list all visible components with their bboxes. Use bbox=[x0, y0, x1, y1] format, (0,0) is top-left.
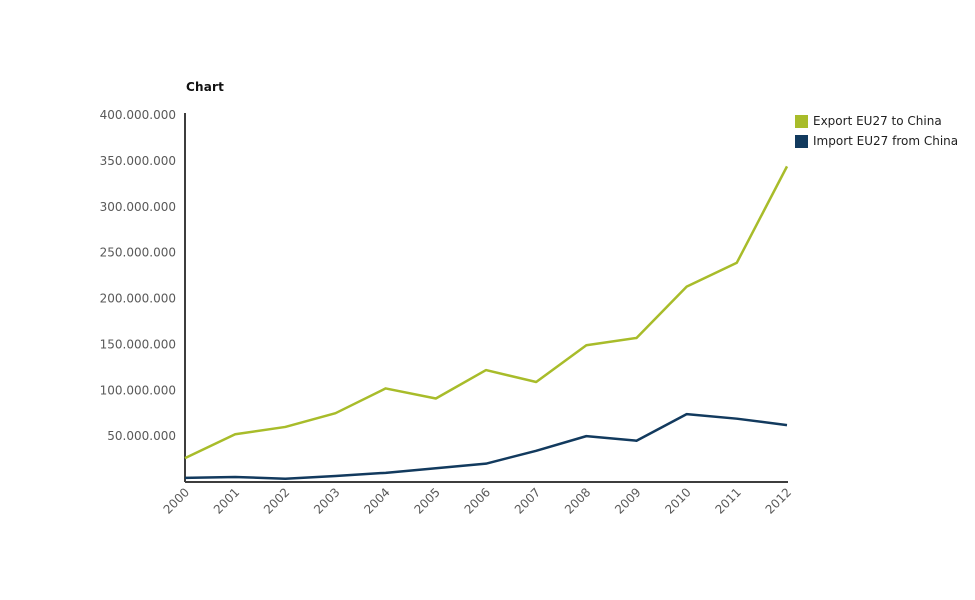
x-axis-tick-label: 2001 bbox=[211, 485, 242, 516]
x-axis-tick-label: 2006 bbox=[462, 485, 493, 516]
import-legend-swatch bbox=[795, 134, 808, 148]
y-axis-tick-label: 100.000.000 bbox=[100, 383, 176, 397]
legend-item-export: Export EU27 to China bbox=[795, 111, 958, 131]
y-axis-tick-label: 250.000.000 bbox=[100, 246, 176, 260]
x-axis-tick-label: 2002 bbox=[261, 485, 292, 516]
x-axis-tick-label: 2003 bbox=[311, 485, 342, 516]
y-axis-tick-label: 200.000.000 bbox=[100, 292, 176, 306]
x-axis-tick-label: 2011 bbox=[712, 485, 743, 516]
x-axis-tick-label: 2007 bbox=[512, 485, 543, 516]
x-axis-tick-label: 2010 bbox=[662, 485, 693, 516]
x-axis-tick-label: 2000 bbox=[161, 485, 192, 516]
x-axis-tick-label: 2008 bbox=[562, 485, 593, 516]
y-axis-tick-label: 400.000.000 bbox=[100, 108, 176, 122]
x-axis-tick-label: 2004 bbox=[361, 485, 392, 516]
y-axis-tick-label: 350.000.000 bbox=[100, 154, 176, 168]
chart-title: Chart bbox=[186, 80, 225, 94]
x-axis-tick-label: 2005 bbox=[411, 485, 442, 516]
x-axis-tick-label: 2012 bbox=[763, 485, 794, 516]
import-series-line bbox=[184, 412, 788, 481]
export-legend-swatch bbox=[795, 114, 808, 128]
export-series-line bbox=[184, 165, 789, 460]
export-legend-label: Export EU27 to China bbox=[813, 114, 942, 128]
legend-item-import: Import EU27 from China bbox=[795, 131, 958, 151]
y-axis-tick-label: 300.000.000 bbox=[100, 200, 176, 214]
x-axis-tick-label: 2009 bbox=[612, 485, 643, 516]
chart-legend: Export EU27 to China Import EU27 from Ch… bbox=[795, 111, 958, 151]
y-axis-tick-label: 150.000.000 bbox=[100, 337, 176, 351]
import-legend-label: Import EU27 from China bbox=[813, 134, 959, 148]
y-axis-tick-label: 50.000.000 bbox=[107, 429, 176, 443]
